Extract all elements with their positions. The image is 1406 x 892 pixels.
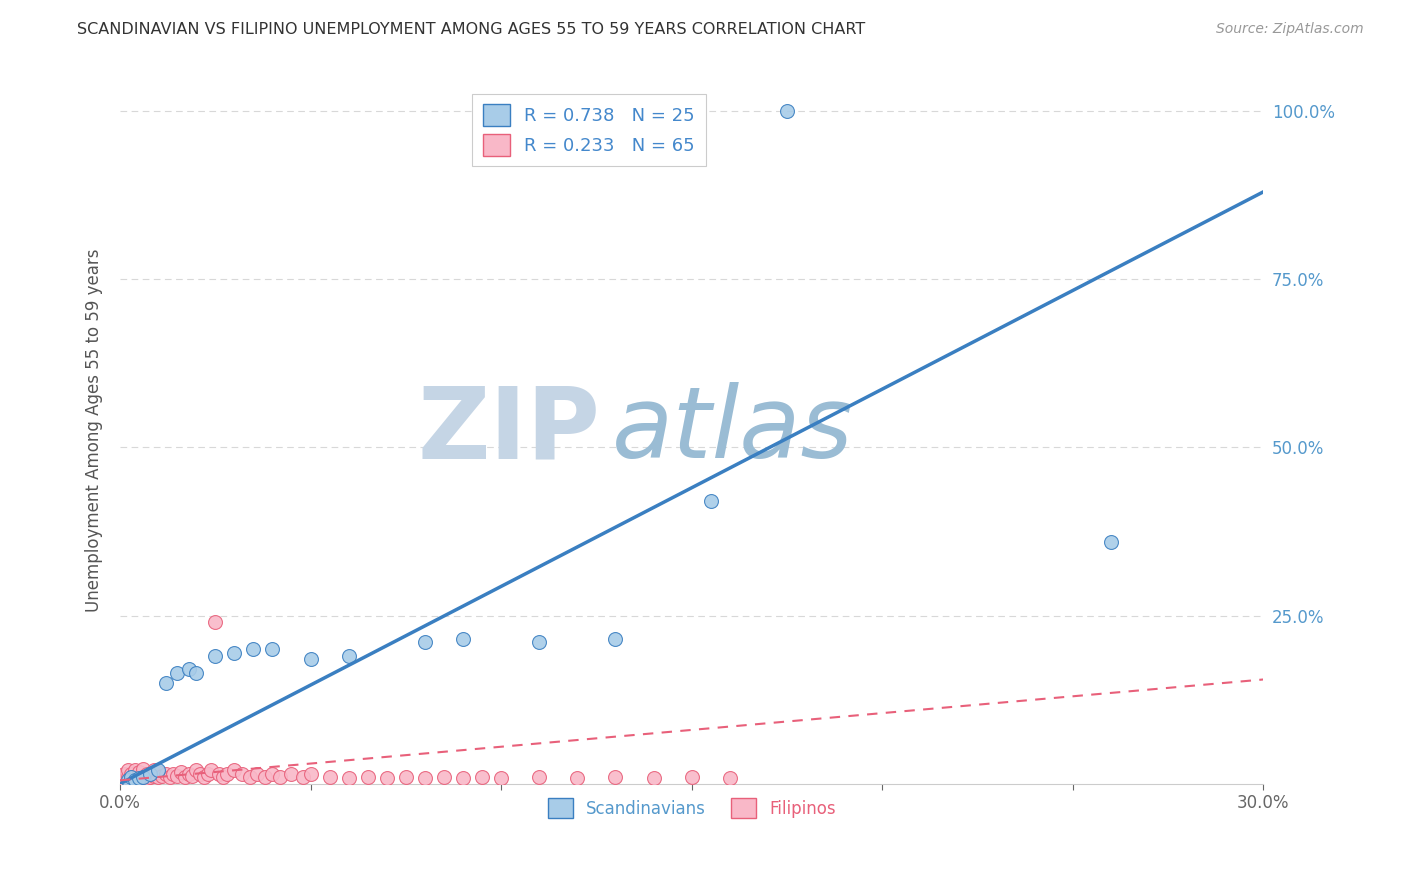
Point <box>162 766 184 780</box>
Point <box>224 646 246 660</box>
Point <box>231 766 253 780</box>
Point <box>132 762 155 776</box>
Point <box>143 764 166 778</box>
Point <box>605 770 627 784</box>
Point <box>166 665 188 680</box>
Point <box>471 770 494 784</box>
Point <box>135 772 157 786</box>
Point <box>269 770 291 784</box>
Point <box>262 766 284 780</box>
Point <box>155 766 177 780</box>
Point <box>139 766 162 780</box>
Text: atlas: atlas <box>612 382 853 479</box>
Point <box>177 766 200 780</box>
Point <box>117 770 139 784</box>
Point <box>215 766 238 780</box>
Point <box>681 770 703 784</box>
Point <box>173 770 195 784</box>
Point <box>112 773 135 788</box>
Point <box>139 766 162 780</box>
Point <box>117 764 139 778</box>
Point <box>117 773 139 788</box>
Point <box>120 773 142 788</box>
Point <box>776 104 799 119</box>
Point <box>120 770 142 784</box>
Legend: Scandinavians, Filipinos: Scandinavians, Filipinos <box>541 791 842 825</box>
Point <box>124 764 146 778</box>
Point <box>146 764 169 778</box>
Point <box>197 766 219 780</box>
Point <box>128 772 150 786</box>
Point <box>700 494 723 508</box>
Point <box>489 104 512 119</box>
Point <box>186 665 208 680</box>
Point <box>451 632 474 646</box>
Point <box>413 772 436 786</box>
Point <box>208 766 231 780</box>
Point <box>166 769 188 783</box>
Point <box>238 770 260 784</box>
Point <box>112 766 135 780</box>
Point <box>489 772 512 786</box>
Point <box>143 769 166 783</box>
Point <box>318 770 340 784</box>
Point <box>128 764 150 779</box>
Point <box>124 770 146 784</box>
Point <box>529 770 551 784</box>
Point <box>200 764 222 778</box>
Point <box>567 772 589 786</box>
Point <box>1099 534 1122 549</box>
Point <box>124 773 146 788</box>
Point <box>246 766 269 780</box>
Point <box>150 769 173 783</box>
Point <box>433 770 456 784</box>
Point <box>128 772 150 786</box>
Point <box>224 764 246 778</box>
Point <box>242 642 264 657</box>
Point <box>146 770 169 784</box>
Point <box>212 770 235 784</box>
Text: Source: ZipAtlas.com: Source: ZipAtlas.com <box>1216 22 1364 37</box>
Point <box>181 769 204 783</box>
Point <box>146 764 169 779</box>
Point <box>155 676 177 690</box>
Point <box>120 766 142 780</box>
Point <box>204 615 226 630</box>
Point <box>139 770 162 784</box>
Point <box>291 770 314 784</box>
Point <box>337 648 360 663</box>
Point <box>299 766 322 780</box>
Point <box>529 635 551 649</box>
Point <box>262 642 284 657</box>
Point <box>299 652 322 666</box>
Point <box>193 770 215 784</box>
Point <box>170 764 193 779</box>
Point <box>605 632 627 646</box>
Point <box>177 662 200 676</box>
Point <box>188 766 211 780</box>
Point <box>132 769 155 783</box>
Text: SCANDINAVIAN VS FILIPINO UNEMPLOYMENT AMONG AGES 55 TO 59 YEARS CORRELATION CHAR: SCANDINAVIAN VS FILIPINO UNEMPLOYMENT AM… <box>77 22 866 37</box>
Point <box>337 772 360 786</box>
Point <box>395 770 418 784</box>
Point <box>135 766 157 780</box>
Point <box>718 772 741 786</box>
Point <box>108 770 131 784</box>
Point <box>451 772 474 786</box>
Point <box>159 770 181 784</box>
Point <box>204 648 226 663</box>
Y-axis label: Unemployment Among Ages 55 to 59 years: Unemployment Among Ages 55 to 59 years <box>86 249 103 612</box>
Point <box>280 766 302 780</box>
Point <box>253 770 276 784</box>
Point <box>186 764 208 778</box>
Point <box>132 770 155 784</box>
Point <box>413 635 436 649</box>
Point <box>643 772 665 786</box>
Text: ZIP: ZIP <box>418 382 600 479</box>
Point <box>375 772 398 786</box>
Point <box>357 770 380 784</box>
